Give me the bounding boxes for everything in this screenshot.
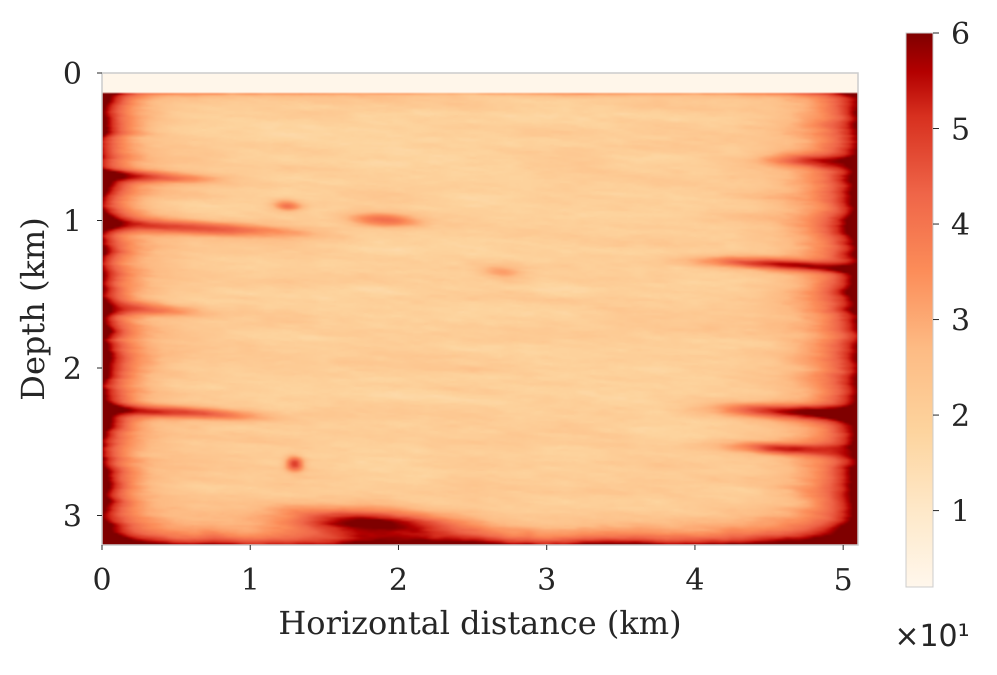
- heatmap-plot: [102, 73, 858, 545]
- x-tick-label: 0: [92, 563, 111, 598]
- plot-frame: [101, 72, 859, 546]
- x-tick-label: 4: [685, 563, 704, 598]
- y-axis-title: Depth (km): [14, 217, 52, 400]
- colorbar-multiplier: ×10¹: [894, 619, 969, 654]
- colorbar-tick-label: 4: [951, 208, 970, 243]
- y-axis-ticks: 0 1 2 3: [63, 57, 102, 535]
- x-tick-label: 2: [389, 563, 408, 598]
- colorbar-tick-label: 6: [951, 17, 970, 52]
- colorbar-tick-label: 3: [951, 304, 970, 339]
- y-tick-label: 3: [63, 500, 82, 535]
- velocity-field-image: [102, 73, 858, 545]
- colorbar: 1 2 3 4 5 6 ×10¹: [894, 17, 970, 654]
- y-tick-label: 0: [63, 57, 82, 92]
- colorbar-tick-label: 1: [951, 495, 970, 530]
- colorbar-tick-label: 2: [951, 399, 970, 434]
- colorbar-bar: [905, 32, 934, 588]
- y-tick-label: 1: [63, 205, 82, 240]
- x-tick-label: 1: [241, 563, 260, 598]
- colorbar-ticks: 1 2 3 4 5 6: [933, 17, 970, 530]
- x-tick-label: 3: [537, 563, 556, 598]
- x-tick-label: 5: [834, 563, 853, 598]
- colorbar-tick-label: 5: [951, 113, 970, 148]
- x-axis-ticks: 0 1 2 3 4 5: [92, 545, 853, 598]
- x-axis-title: Horizontal distance (km): [278, 604, 681, 642]
- y-tick-label: 2: [63, 352, 82, 387]
